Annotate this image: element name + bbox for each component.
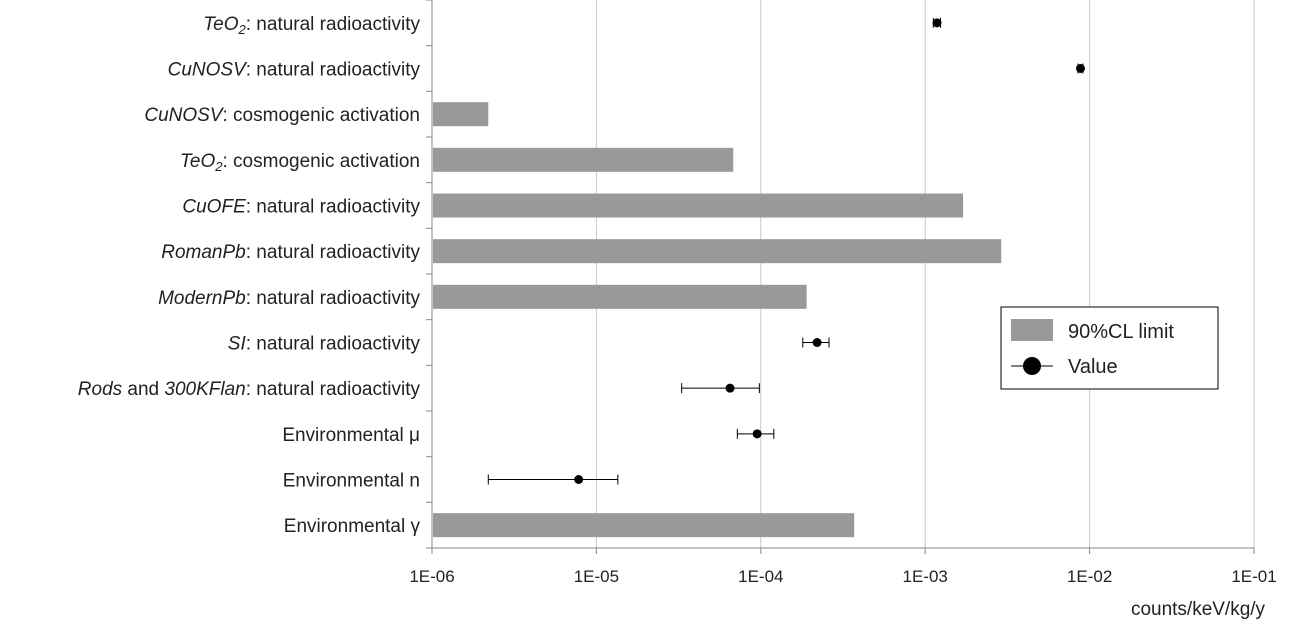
category-label-part: Environmental μ — [282, 425, 420, 446]
category-label-part: CuNOSV — [168, 60, 248, 81]
category-label: Environmental n — [283, 471, 420, 492]
value-point — [752, 429, 762, 439]
x-tick-label: 1E-04 — [738, 567, 783, 586]
legend: 90%CL limit Value — [1000, 306, 1219, 390]
legend-bar-swatch — [1011, 319, 1053, 341]
category-label-part: : cosmogenic activation — [223, 105, 421, 126]
category-label-part: : natural radioactivity — [246, 242, 421, 263]
category-label-part: TeO — [180, 151, 215, 172]
value-point — [1075, 64, 1085, 73]
bar-series — [433, 102, 1002, 538]
value-point — [574, 475, 584, 484]
category-label-part: and — [122, 379, 164, 400]
category-label: CuNOSV: natural radioactivity — [168, 60, 421, 81]
x-tick-label: 1E-05 — [574, 567, 619, 586]
category-label-part: : cosmogenic activation — [223, 151, 421, 172]
value-point — [812, 338, 822, 347]
x-axis-title: counts/keV/kg/y — [1131, 599, 1266, 620]
limit-bar — [433, 147, 734, 172]
category-label: RomanPb: natural radioactivity — [161, 242, 420, 263]
x-tick-label: 1E-06 — [409, 567, 454, 586]
category-label-part: : natural radioactivity — [246, 14, 421, 35]
category-label-part: : natural radioactivity — [246, 288, 421, 309]
category-label-part: CuOFE — [182, 197, 246, 218]
limit-bar — [433, 239, 1002, 264]
category-label: TeO2: cosmogenic activation — [180, 151, 420, 174]
legend-point-marker — [1023, 357, 1041, 375]
category-label-part: RomanPb — [161, 242, 246, 263]
category-label-part: : natural radioactivity — [246, 60, 421, 81]
category-label-part: 2 — [214, 159, 223, 174]
category-label: TeO2: natural radioactivity — [203, 14, 420, 37]
category-label: CuNOSV: cosmogenic activation — [144, 105, 420, 126]
category-label-part: : natural radioactivity — [246, 334, 421, 355]
x-tick-label: 1E-03 — [903, 567, 948, 586]
x-tick-label: 1E-02 — [1067, 567, 1112, 586]
legend-label-limit: 90%CL limit — [1068, 321, 1174, 343]
category-label: SI: natural radioactivity — [228, 334, 421, 355]
category-label: Environmental μ — [282, 425, 420, 446]
limit-bar — [433, 102, 489, 127]
limit-bar — [433, 513, 855, 538]
category-label-part: Environmental n — [283, 471, 420, 492]
limit-bar — [433, 284, 807, 309]
legend-label-value: Value — [1068, 356, 1118, 378]
category-label: CuOFE: natural radioactivity — [182, 197, 420, 218]
category-label-part: Environmental γ — [284, 516, 421, 537]
limit-bar — [433, 193, 964, 218]
grid-lines — [595, 0, 1255, 548]
category-label: Environmental γ — [284, 516, 421, 537]
category-label: ModernPb: natural radioactivity — [158, 288, 420, 309]
category-label-part: Rods — [78, 379, 123, 400]
value-point — [932, 18, 942, 28]
x-tick-labels: 1E-06 1E-05 1E-04 1E-03 1E-02 1E-01 — [409, 567, 1276, 586]
x-tick-label: 1E-01 — [1231, 567, 1276, 586]
category-label: Rods and 300KFlan: natural radioactivity — [78, 379, 421, 400]
category-label-part: 300KFlan — [164, 379, 245, 400]
axes — [426, 0, 1255, 554]
category-label-part: TeO — [203, 14, 238, 35]
category-label-part: SI — [228, 334, 247, 355]
category-label-part: 2 — [238, 22, 247, 37]
value-point — [725, 383, 735, 393]
category-label-part: : natural radioactivity — [246, 379, 421, 400]
value-series — [487, 17, 1085, 485]
category-label-part: ModernPb — [158, 288, 246, 309]
category-label-part: CuNOSV — [144, 105, 224, 126]
category-label-part: : natural radioactivity — [246, 197, 421, 218]
